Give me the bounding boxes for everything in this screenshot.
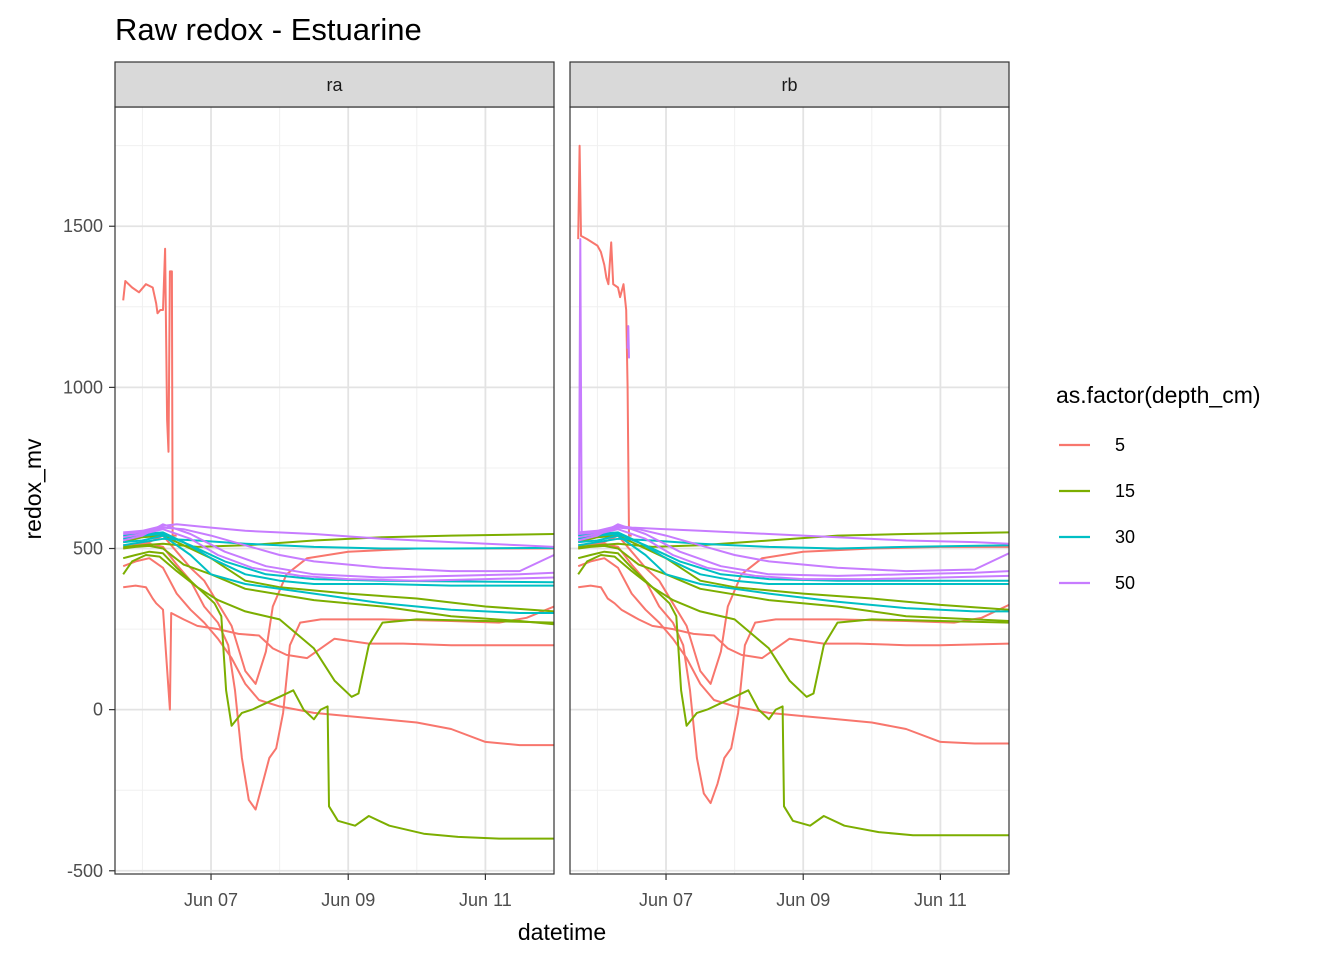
series-line-depth-50 — [123, 528, 554, 582]
facet-panels: ra rb — [114, 61, 1010, 875]
y-tick-label: 1500 — [63, 216, 103, 236]
series-line-depth-5 — [578, 584, 1009, 660]
series-line-depth-30 — [123, 537, 554, 550]
series-line-depth-15 — [123, 544, 554, 626]
legend-item-15: 15 — [1059, 481, 1135, 501]
x-tick-label: Jun 11 — [459, 890, 512, 910]
series-line-depth-30 — [123, 531, 554, 587]
x-tick-label: Jun 11 — [914, 890, 967, 910]
strip-background — [569, 61, 1010, 108]
series-line-depth-50 — [123, 526, 554, 573]
series-line-depth-5 — [577, 542, 1009, 805]
series-line-depth-5 — [123, 584, 554, 711]
series-line-depth-50 — [578, 528, 1009, 581]
strip-background — [114, 61, 555, 108]
legend-title: as.factor(depth_cm) — [1056, 382, 1261, 408]
y-tick-label: 1000 — [63, 377, 103, 397]
panel-background — [570, 107, 1009, 874]
series-line-depth-15 — [122, 554, 554, 840]
legend-label: 5 — [1115, 435, 1125, 455]
series-line-depth-30 — [578, 537, 1009, 550]
x-axis-title: datetime — [518, 919, 606, 945]
series-line-depth-15 — [577, 534, 1009, 611]
legend-item-5: 5 — [1059, 435, 1125, 455]
series-line-depth-5 — [122, 542, 554, 811]
legend-label: 50 — [1115, 573, 1135, 593]
series-lines — [577, 144, 1009, 837]
series-line-depth-15 — [122, 534, 554, 613]
series-line-depth-5 — [577, 557, 1009, 745]
y-tick-label: -500 — [67, 861, 103, 881]
series-line-depth-30 — [578, 531, 1009, 585]
series-line-depth-5 — [122, 557, 554, 747]
chart-title: Raw redox - Estuarine — [115, 12, 422, 47]
series-line-depth-50 — [577, 523, 1009, 577]
series-line-depth-15 — [577, 554, 1009, 837]
legend: as.factor(depth_cm) 5 15 30 50 — [1056, 382, 1261, 593]
panel-background — [115, 107, 554, 874]
series-line-depth-50 — [626, 325, 630, 359]
series-line-depth-30 — [578, 534, 1009, 613]
facet-panel-ra: ra — [114, 61, 555, 875]
y-tick-label: 0 — [93, 700, 103, 720]
series-line-depth-30 — [578, 533, 1009, 582]
x-tick-label: Jun 09 — [776, 890, 830, 910]
y-axis-title: redox_mv — [20, 438, 46, 539]
series-line-depth-5 — [122, 247, 177, 537]
series-line-depth-15 — [578, 544, 1009, 622]
y-tick-label: 500 — [73, 539, 103, 559]
series-lines — [122, 247, 554, 840]
x-tick-label: Jun 09 — [321, 890, 375, 910]
series-line-depth-50 — [122, 523, 554, 579]
x-axis-ticks: Jun 07 Jun 09 Jun 11 Jun 07 Jun 09 Jun 11 — [184, 874, 967, 910]
series-line-depth-30 — [123, 534, 554, 614]
strip-label: ra — [326, 75, 343, 95]
x-tick-label: Jun 07 — [184, 890, 238, 910]
series-line-depth-5 — [577, 144, 632, 537]
legend-label: 15 — [1115, 481, 1135, 501]
strip-label: rb — [781, 75, 797, 95]
y-axis-ticks: -500 0 500 1000 1500 — [63, 216, 115, 881]
legend-item-50: 50 — [1059, 573, 1135, 593]
series-line-depth-15 — [577, 550, 1009, 698]
series-line-depth-50 — [577, 238, 583, 536]
facet-panel-rb: rb — [569, 61, 1010, 875]
series-line-depth-50 — [578, 526, 1009, 573]
legend-item-30: 30 — [1059, 527, 1135, 547]
legend-label: 30 — [1115, 527, 1135, 547]
x-tick-label: Jun 07 — [639, 890, 693, 910]
series-line-depth-15 — [122, 550, 554, 698]
